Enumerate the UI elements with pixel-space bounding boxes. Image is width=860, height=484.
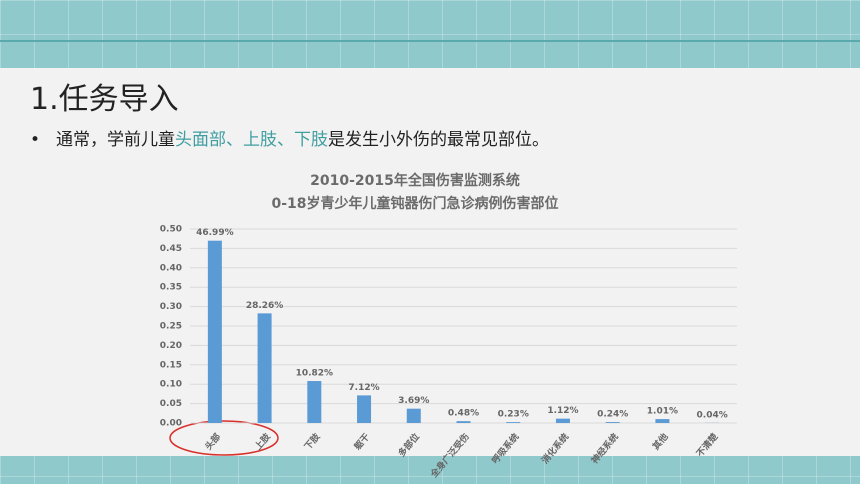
chart-title: 2010-2015年全国伤害监测系统 [310, 172, 520, 189]
bar [207, 240, 222, 423]
y-tick-label: 0.10 [160, 380, 182, 390]
value-label: 46.99% [196, 228, 234, 238]
highlight-ellipse [169, 420, 279, 456]
value-label: 0.24% [597, 410, 628, 420]
y-tick-label: 0.00 [160, 419, 182, 429]
x-tick-label: 下肢 [302, 430, 323, 452]
bar [655, 419, 670, 423]
bar [406, 408, 421, 423]
bullet-text: 通常，学前儿童 [56, 130, 176, 150]
y-tick-label: 0.05 [160, 399, 182, 409]
chart-title: 0-18岁青少年儿童钝器伤门急诊病例伤害部位 [271, 195, 558, 212]
y-tick-label: 0.15 [160, 360, 182, 370]
y-tick-label: 0.50 [160, 225, 182, 235]
value-label: 1.01% [647, 407, 678, 417]
bar [506, 422, 521, 423]
slide-title: 1.任务导入 [30, 82, 179, 117]
x-tick-label: 消化系统 [539, 431, 571, 466]
y-tick-label: 0.45 [160, 244, 182, 254]
value-label: 3.69% [398, 396, 429, 406]
value-label: 0.04% [697, 410, 728, 420]
x-tick-label: 其他 [650, 431, 671, 453]
value-label: 7.12% [348, 383, 379, 393]
y-tick-label: 0.20 [160, 341, 182, 351]
bar [456, 421, 471, 423]
x-tick-label: 神经系统 [589, 431, 621, 466]
x-tick-label: 多部位 [395, 431, 422, 459]
bar [555, 418, 570, 423]
x-tick-label: 呼吸系统 [489, 431, 521, 466]
y-tick-label: 0.30 [160, 302, 182, 312]
bar [357, 395, 372, 423]
x-tick-label: 不清楚 [694, 430, 721, 459]
value-label: 28.26% [246, 301, 284, 311]
x-tick-label: 躯干 [351, 431, 372, 453]
bar [307, 381, 322, 423]
value-label: 0.23% [498, 410, 529, 420]
y-tick-label: 0.35 [160, 283, 182, 293]
y-tick-label: 0.25 [160, 322, 182, 332]
bar [257, 313, 272, 423]
bullet-highlight: 头面部、上肢、下肢 [175, 130, 329, 150]
value-label: 10.82% [296, 369, 334, 379]
x-tick-label: 头部 [202, 431, 223, 453]
bar [605, 422, 620, 423]
bullet: 通常，学前儿童头面部、上肢、下肢是发生小外伤的最常见部位。 [30, 125, 549, 150]
value-label: 1.12% [547, 406, 578, 416]
bullet-text: 是发生小外伤的最常见部位。 [328, 130, 550, 150]
divider [0, 40, 860, 42]
x-tick-label: 全身广泛受伤 [427, 431, 472, 481]
x-tick-label: 上肢 [252, 430, 273, 452]
value-label: 0.48% [448, 409, 479, 419]
y-tick-label: 0.40 [160, 263, 182, 273]
